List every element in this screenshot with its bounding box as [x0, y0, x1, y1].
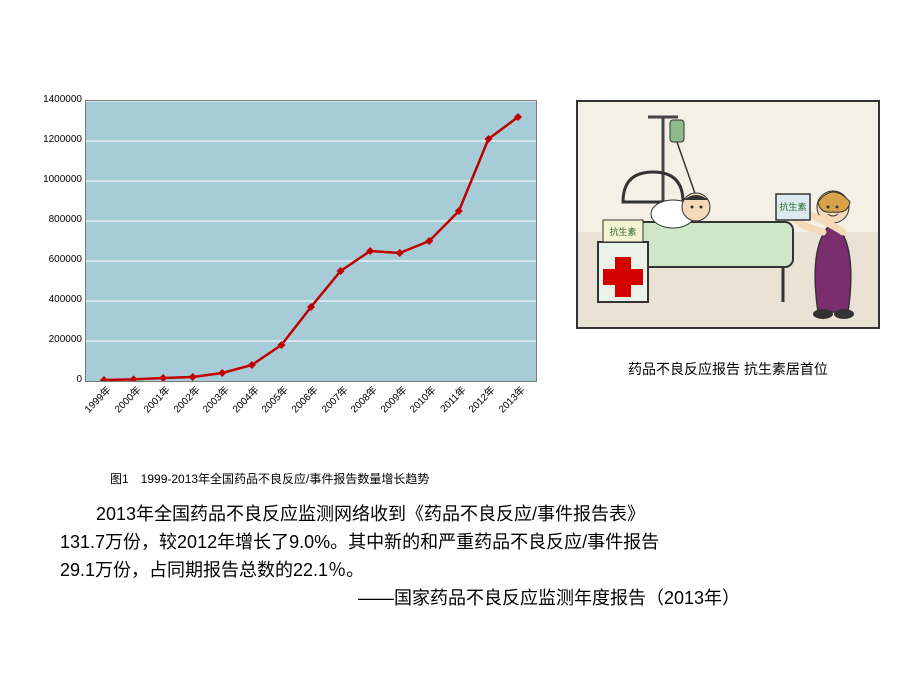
y-tick-label: 400000 — [30, 295, 82, 305]
svg-text:抗生素: 抗生素 — [609, 226, 636, 237]
x-tick-label: 2002年 — [169, 382, 202, 415]
y-tick-label: 200000 — [30, 335, 82, 345]
x-tick-label: 1999年 — [80, 382, 113, 415]
y-tick-label: 600000 — [30, 255, 82, 265]
summary-paragraph: 2013年全国药品不良反应监测网络收到《药品不良反应/事件报告表》 131.7万… — [60, 500, 860, 612]
x-tick-label: 2005年 — [258, 382, 291, 415]
x-tick-label: 2011年 — [436, 382, 469, 415]
y-tick-label: 1400000 — [30, 95, 82, 105]
adr-trend-chart: 0 200000 400000 600000 800000 1000000 1200000 1… — [30, 100, 540, 420]
x-tick-label: 2009年 — [376, 382, 409, 415]
x-tick-label: 2007年 — [317, 382, 350, 415]
paragraph-attribution: ——国家药品不良反应监测年度报告（2013年） — [60, 584, 860, 612]
x-tick-label: 2013年 — [494, 382, 527, 415]
x-tick-label: 2001年 — [139, 382, 172, 415]
x-tick-label: 2000年 — [110, 382, 143, 415]
paragraph-line-2: 131.7万份，较2012年增长了9.0%。其中新的和严重药品不良反应/事件报告 — [60, 528, 860, 556]
illustration-caption: 药品不良反应报告 抗生素居首位 — [576, 359, 880, 379]
x-tick-label: 2012年 — [465, 382, 498, 415]
y-tick-label: 1000000 — [30, 175, 82, 185]
svg-text:抗生素: 抗生素 — [779, 201, 806, 212]
y-tick-label: 1200000 — [30, 135, 82, 145]
x-tick-label: 2003年 — [198, 382, 231, 415]
chart-plot-area — [85, 100, 537, 382]
x-tick-label: 2010年 — [405, 382, 438, 415]
y-tick-label: 0 — [30, 375, 82, 385]
x-tick-label: 2008年 — [346, 382, 379, 415]
x-tick-label: 2006年 — [287, 382, 320, 415]
x-tick-label: 2004年 — [228, 382, 261, 415]
antibiotics-illustration: 抗生素抗生素 — [576, 100, 880, 329]
y-tick-label: 800000 — [30, 215, 82, 225]
chart-caption: 图1 1999-2013年全国药品不良反应/事件报告数量增长趋势 — [110, 470, 540, 487]
paragraph-line-3: 29.1万份，占同期报告总数的22.1％。 — [60, 556, 860, 584]
paragraph-line-1: 2013年全国药品不良反应监测网络收到《药品不良反应/事件报告表》 — [60, 500, 860, 528]
